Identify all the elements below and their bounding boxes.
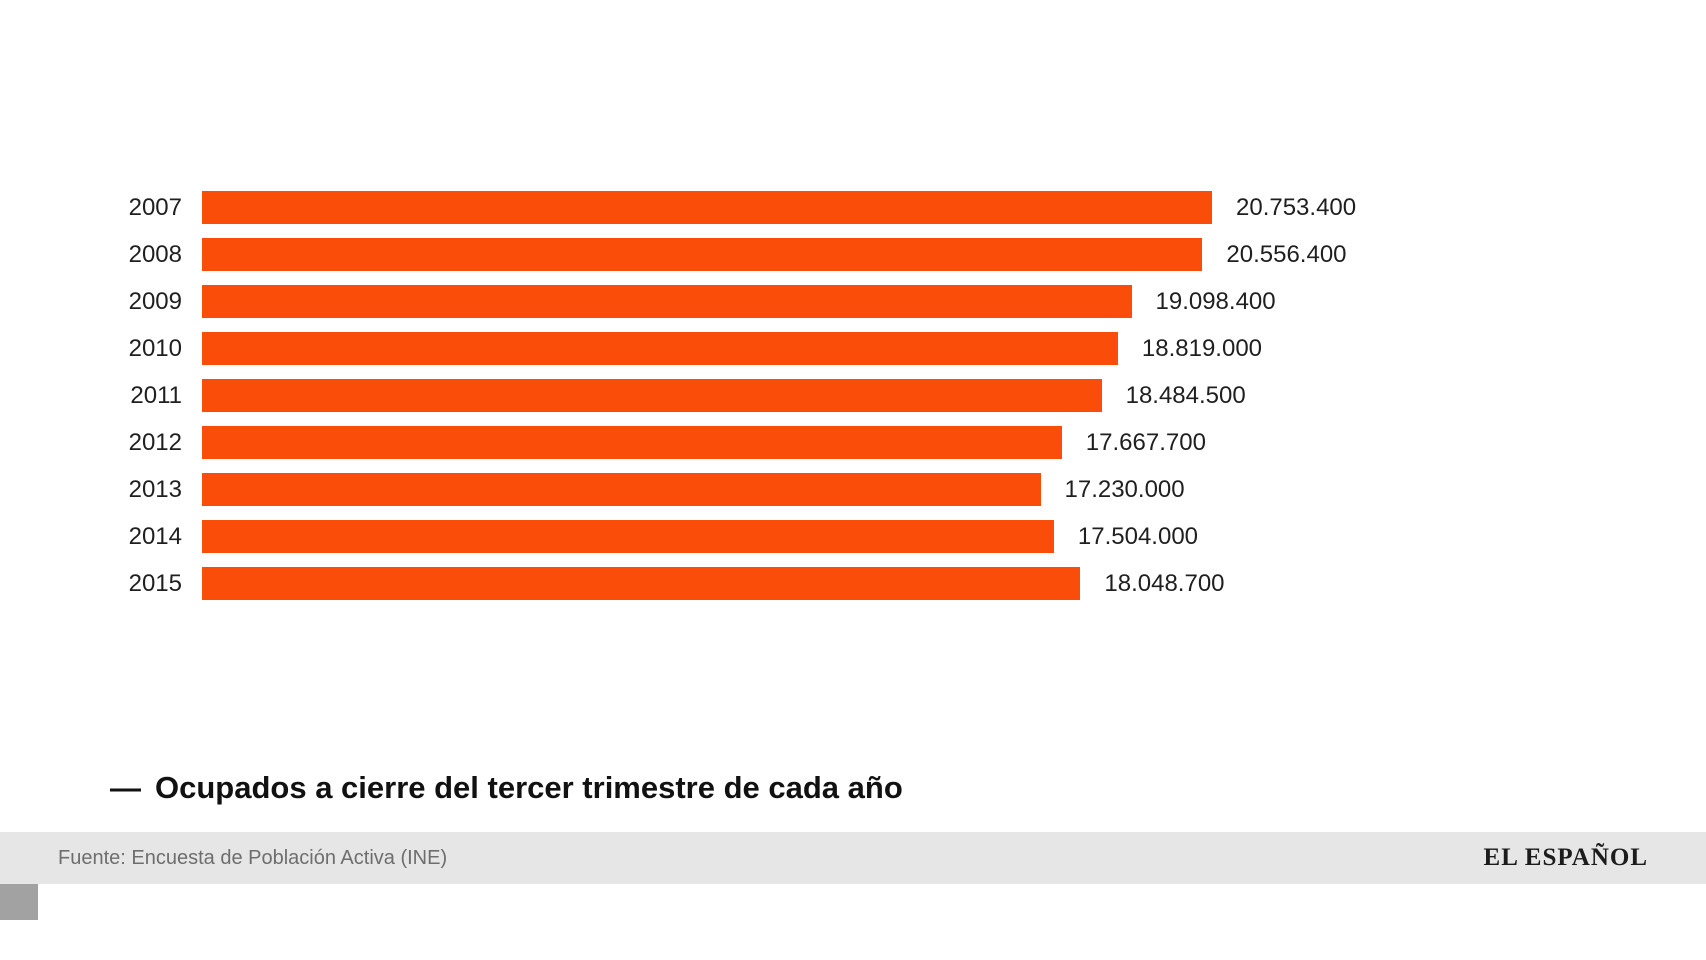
value-label: 17.230.000 [1064, 475, 1185, 503]
bar-row: 2009 19.098.400 [110, 278, 1356, 325]
year-label: 2013 [128, 475, 182, 503]
source-text: Fuente: Encuesta de Población Activa (IN… [58, 846, 448, 869]
bar-row: 2011 18.484.500 [110, 372, 1356, 419]
value-label: 18.048.700 [1104, 569, 1225, 597]
bar [202, 473, 1041, 506]
bar [202, 379, 1102, 412]
year-label: 2008 [128, 240, 182, 268]
chart-legend: — Ocupados a cierre del tercer trimestre… [110, 770, 903, 806]
bar-row: 2013 17.230.000 [110, 466, 1356, 513]
value-label: 17.504.000 [1077, 522, 1199, 550]
value-label: 17.667.700 [1085, 428, 1206, 456]
legend-marker: — [110, 770, 141, 805]
bar-row: 2012 17.667.700 [110, 419, 1356, 466]
bar-row: 2015 18.048.700 [110, 560, 1356, 607]
bar [202, 191, 1212, 224]
bar [202, 520, 1054, 553]
value-label: 20.556.400 [1226, 240, 1347, 268]
bar [202, 285, 1132, 318]
footer-bar: Fuente: Encuesta de Población Activa (IN… [0, 832, 1706, 884]
value-label: 18.819.000 [1141, 334, 1263, 362]
bar-row: 2008 20.556.400 [110, 231, 1356, 278]
bar [202, 332, 1118, 365]
bar-chart: 2007 20.753.400 2008 20.556.400 2009 19.098.4… [110, 184, 1356, 607]
value-label: 19.098.400 [1155, 287, 1276, 315]
year-label: 2015 [128, 569, 182, 597]
corner-square [0, 884, 38, 920]
legend-label: Ocupados a cierre del tercer trimestre d… [155, 770, 903, 805]
bar [202, 426, 1062, 459]
year-label: 2012 [128, 428, 182, 456]
year-label: 2007 [128, 193, 182, 221]
bar [202, 238, 1203, 271]
bar-row: 2010 18.819.000 [110, 325, 1356, 372]
bar-row: 2014 17.504.000 [110, 513, 1356, 560]
bar [202, 567, 1081, 600]
year-label: 2014 [128, 522, 182, 550]
year-label: 2011 [130, 381, 182, 409]
value-label: 20.753.400 [1236, 193, 1357, 221]
brand-logo: EL ESPAÑOL [1483, 844, 1648, 871]
year-label: 2009 [128, 287, 182, 315]
bar-row: 2007 20.753.400 [110, 184, 1356, 231]
value-label: 18.484.500 [1125, 381, 1246, 409]
year-label: 2010 [128, 334, 182, 362]
